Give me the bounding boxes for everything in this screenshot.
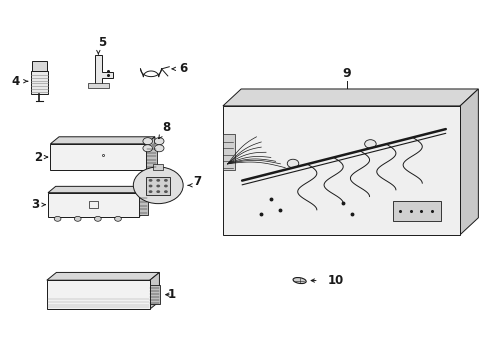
- Circle shape: [156, 190, 160, 193]
- Polygon shape: [47, 273, 159, 280]
- Text: 3: 3: [31, 198, 40, 211]
- Bar: [392, 201, 440, 221]
- Bar: [89, 201, 98, 208]
- Circle shape: [286, 159, 298, 168]
- FancyBboxPatch shape: [50, 144, 146, 170]
- Text: 10: 10: [327, 274, 343, 287]
- Circle shape: [133, 167, 183, 204]
- Bar: [146, 145, 157, 168]
- Circle shape: [163, 179, 167, 182]
- Bar: [146, 177, 170, 195]
- Polygon shape: [139, 186, 146, 217]
- Circle shape: [163, 185, 167, 188]
- Circle shape: [114, 216, 121, 221]
- Bar: [88, 83, 109, 87]
- Bar: [153, 164, 163, 170]
- Bar: [223, 134, 234, 170]
- Circle shape: [154, 138, 163, 145]
- Text: 5: 5: [98, 36, 106, 49]
- Text: 6: 6: [179, 62, 187, 75]
- Circle shape: [142, 145, 152, 152]
- Circle shape: [94, 216, 101, 221]
- Bar: [223, 106, 459, 235]
- Ellipse shape: [292, 278, 305, 284]
- FancyBboxPatch shape: [48, 193, 139, 217]
- Polygon shape: [459, 89, 477, 235]
- Bar: [32, 62, 47, 71]
- FancyBboxPatch shape: [47, 280, 149, 309]
- Circle shape: [148, 190, 152, 193]
- Bar: [139, 194, 147, 215]
- Polygon shape: [50, 137, 155, 144]
- Polygon shape: [146, 137, 155, 170]
- Circle shape: [156, 185, 160, 188]
- Text: 2: 2: [34, 150, 41, 163]
- Bar: [31, 71, 48, 94]
- Polygon shape: [48, 186, 146, 193]
- Circle shape: [54, 216, 61, 221]
- Polygon shape: [94, 55, 112, 86]
- Text: 9: 9: [342, 67, 350, 80]
- Circle shape: [148, 179, 152, 182]
- Text: 1: 1: [168, 288, 176, 301]
- Circle shape: [142, 138, 152, 145]
- Circle shape: [163, 190, 167, 193]
- Circle shape: [364, 140, 375, 148]
- Text: 4: 4: [11, 75, 19, 88]
- Polygon shape: [149, 273, 159, 309]
- Circle shape: [148, 185, 152, 188]
- Text: 8: 8: [162, 121, 170, 134]
- Text: 7: 7: [193, 175, 202, 188]
- Circle shape: [156, 179, 160, 182]
- Polygon shape: [223, 89, 477, 106]
- Circle shape: [154, 145, 163, 152]
- Circle shape: [74, 216, 81, 221]
- Bar: [149, 285, 160, 304]
